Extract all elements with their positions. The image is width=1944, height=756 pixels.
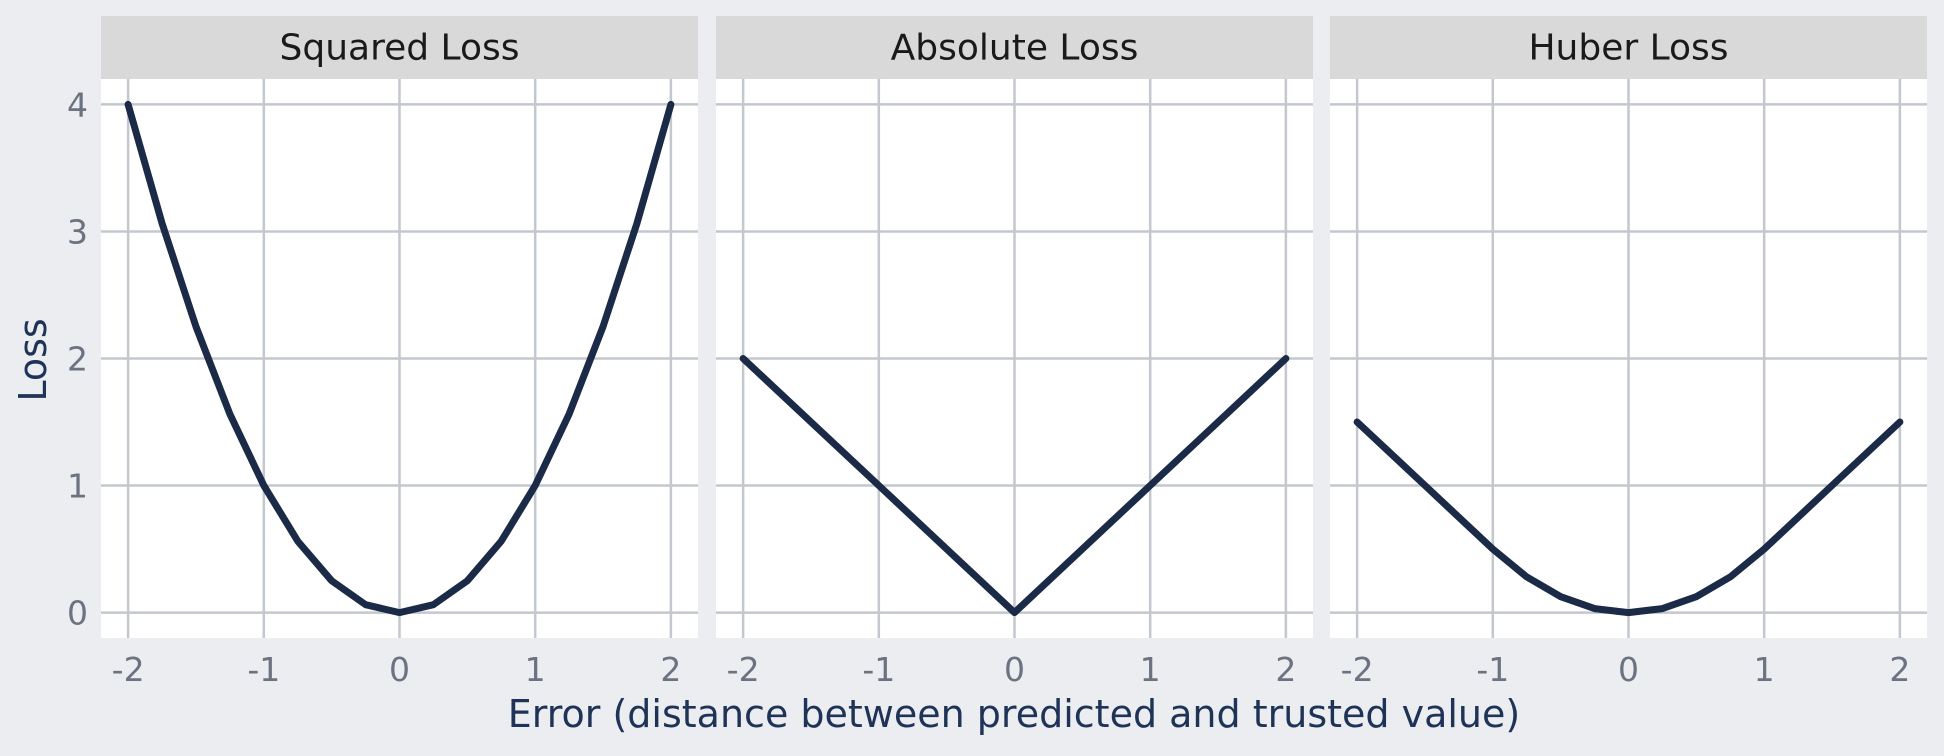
facet-title: Absolute Loss [891,28,1139,69]
x-tick-label: 1 [525,650,546,689]
y-tick-label: 1 [67,467,88,506]
facet-strip [1330,16,1927,79]
x-axis-title: Error (distance between predicted and tr… [508,692,1520,736]
x-tick-label: 1 [1140,650,1161,689]
x-tick-label: -1 [1476,650,1509,689]
x-tick-label: 0 [389,650,410,689]
facet-strip [101,16,698,79]
y-axis: 0 1 2 3 4 [67,85,88,632]
x-tick-label: 1 [1754,650,1775,689]
x-tick-label: 2 [1889,650,1910,689]
facet-panel-2: Absolute Loss -2 -1 0 1 2 [716,16,1313,689]
facet-strip [716,16,1313,79]
y-tick-label: 4 [67,85,88,124]
loss-curve [739,355,1290,617]
x-tick-label: -2 [112,650,145,689]
x-tick-label: 2 [1275,650,1296,689]
x-tick-label: -2 [1341,650,1374,689]
y-axis-title: Loss [11,318,55,401]
facet-title: Huber Loss [1528,28,1728,69]
x-tick-label: 2 [660,650,681,689]
x-tick-label: 0 [1004,650,1025,689]
y-tick-label: 0 [67,594,88,633]
y-tick-label: 3 [67,212,88,251]
facet-panel-1: Squared Loss -2 -1 0 1 2 [101,16,698,689]
x-tick-label: -2 [727,650,760,689]
facet-title: Squared Loss [280,28,520,69]
x-tick-label: 0 [1618,650,1639,689]
y-tick-label: 2 [67,340,88,379]
x-tick-label: -1 [247,650,280,689]
loss-curve [124,100,675,617]
loss-curve [1353,418,1904,617]
facet-panel-3: Huber Loss -2 -1 0 1 2 [1330,16,1927,689]
x-tick-label: -1 [862,650,895,689]
